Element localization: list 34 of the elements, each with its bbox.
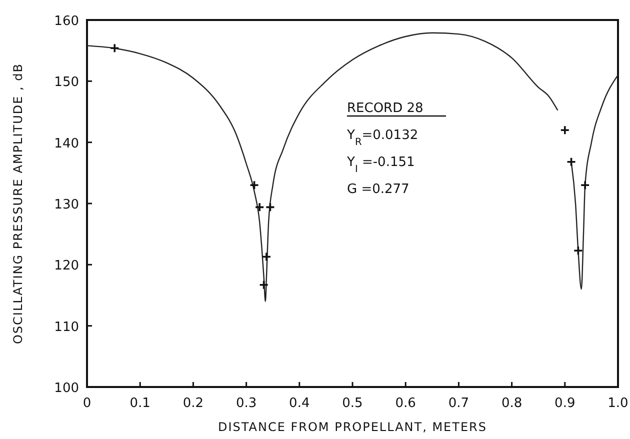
x-tick-label: 0.7 — [448, 396, 470, 411]
annotation: G =0.277 — [347, 182, 410, 197]
x-tick-label: 0 — [82, 396, 92, 411]
point — [262, 252, 272, 262]
x-axis-title: DISTANCE FROM PROPELLANT, METERS — [218, 420, 488, 434]
x-tick-label: 0.5 — [342, 396, 363, 411]
x-tick-label: 1.0 — [608, 396, 628, 411]
x-tick-label: 0.3 — [236, 396, 257, 411]
x-tick-label: 0.2 — [182, 396, 204, 411]
annotation: RECORD 28 — [347, 101, 424, 116]
x-tick-label: 0.6 — [395, 396, 416, 411]
point — [254, 202, 264, 212]
annotation: Y$_{R}$=0.0132 — [346, 128, 418, 148]
y-axis-title: OSCILLATING PRESSURE AMPLITUDE , dB — [11, 62, 25, 344]
y-tick-label: 110 — [54, 320, 79, 335]
point — [110, 43, 120, 54]
x-tick-label: 0.9 — [554, 396, 576, 411]
point — [265, 202, 276, 212]
y-tick-label: 130 — [54, 198, 79, 212]
y-tick-label: 150 — [54, 75, 79, 90]
x-tick-label: 0.8 — [501, 396, 522, 411]
point — [258, 280, 269, 290]
y-tick-label: 160 — [54, 14, 79, 29]
point — [573, 246, 584, 256]
x-tick-label: 0.4 — [289, 396, 310, 411]
point — [560, 125, 570, 135]
point — [249, 180, 260, 190]
point — [580, 180, 590, 190]
y-tick-label: 100 — [54, 381, 79, 396]
point — [566, 157, 576, 167]
y-tick-label: 120 — [54, 258, 79, 274]
y-tick-label: 140 — [54, 136, 79, 152]
x-tick-label: 0.1 — [130, 396, 150, 411]
annotation: Y$_{I}$ =-0.151 — [346, 155, 415, 174]
